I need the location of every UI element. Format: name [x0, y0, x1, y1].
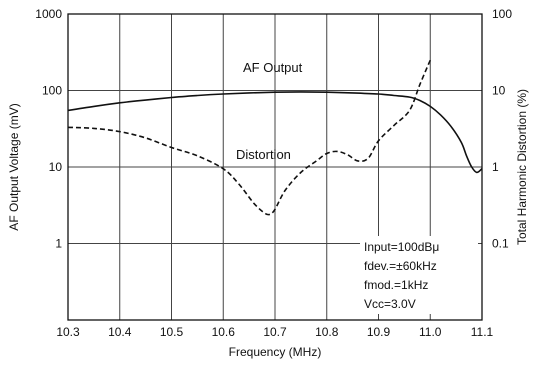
x-tick-label: 10.9	[367, 325, 391, 339]
af-output-series-label: AF Output	[243, 60, 303, 75]
x-tick-label: 10.3	[56, 325, 80, 339]
condition-vcc: Vcc=3.0V	[364, 297, 416, 311]
conditions-box	[360, 236, 478, 314]
plot-frame	[67, 13, 483, 321]
y-right-tick-label: 100	[492, 7, 512, 21]
x-tick-label: 10.5	[160, 325, 184, 339]
x-tick-label: 10.7	[263, 325, 287, 339]
y-left-tick-label: 1000	[35, 7, 62, 21]
y-left-tick-label: 10	[49, 160, 63, 174]
x-tick-label: 10.8	[315, 325, 339, 339]
af-output-series-line	[67, 91, 483, 174]
y-right-tick-label: 0.1	[492, 237, 509, 251]
y-right-axis-title: Total Harmonic Distortion (%)	[515, 89, 529, 245]
condition-fdev: fdev.=±60kHz	[364, 259, 437, 273]
x-tick-label: 11.1	[471, 325, 494, 339]
ticks-layer: 10.3 10.4 10.5 10.6 10.7 10.8 10.9 11.0 11.11000…	[35, 7, 512, 339]
y-right-tick-label: 1	[492, 160, 499, 174]
x-tick-label: 11.0	[419, 325, 442, 339]
x-tick-label: 10.6	[212, 325, 236, 339]
series-layer	[67, 59, 483, 216]
condition-fmod: fmod.=1kHz	[364, 278, 428, 292]
y-left-tick-label: 1	[55, 237, 62, 251]
distortion-series-label: Distortion	[236, 147, 291, 162]
y-left-tick-label: 100	[42, 84, 62, 98]
y-right-tick-label: 10	[492, 84, 506, 98]
y-left-axis-title: AF Output Voltage (mV)	[7, 103, 21, 230]
x-axis-title: Frequency (MHz)	[229, 345, 322, 359]
x-tick-label: 10.4	[108, 325, 132, 339]
condition-input: Input=100dBμ	[364, 240, 439, 254]
distortion-series-line	[67, 59, 432, 216]
